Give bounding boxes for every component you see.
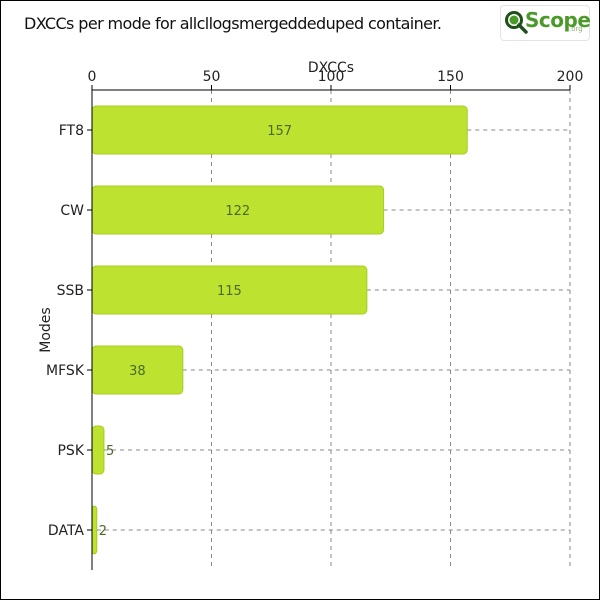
- x-tick-label: 50: [203, 69, 221, 85]
- bar-value-label: 122: [225, 204, 250, 219]
- bar-value-label: 115: [217, 284, 242, 299]
- logo-wordmark: Scope: [525, 8, 591, 32]
- y-tick-label: DATA: [48, 523, 84, 539]
- x-tick-label: 0: [88, 69, 97, 85]
- bar-value-label: 2: [99, 524, 107, 539]
- x-tick-label: 100: [318, 69, 345, 85]
- gridlines: [96, 90, 571, 570]
- x-ticks: 0 50 100 150 200: [88, 69, 584, 90]
- bar-data: [91, 505, 98, 555]
- y-tick-label: SSB: [57, 283, 84, 299]
- y-tick-label: CW: [60, 203, 84, 219]
- qscope-logo: Scope .org: [500, 5, 591, 41]
- magnifier-icon: [505, 11, 528, 34]
- y-axis-title: Modes: [38, 307, 54, 352]
- y-tick-label: PSK: [57, 443, 84, 459]
- bar-value-label: 38: [129, 364, 146, 379]
- y-tick-label: FT8: [59, 123, 84, 139]
- y-tick-label: MFSK: [46, 363, 85, 379]
- bars: 157 122 115 38 5 2: [91, 105, 468, 555]
- bar-value-label: 5: [106, 444, 114, 459]
- bar-psk: [91, 425, 105, 475]
- chart-title: DXCCs per mode for allcllogsmergeddedupe…: [24, 14, 442, 33]
- logo-suffix: .org: [569, 25, 583, 33]
- x-axis-title: DXCCs: [308, 60, 354, 76]
- x-tick-label: 200: [557, 69, 584, 85]
- x-tick-label: 150: [437, 69, 464, 85]
- bar-value-label: 157: [267, 124, 292, 139]
- y-ticks: FT8 CW SSB MFSK PSK DATA: [46, 123, 92, 539]
